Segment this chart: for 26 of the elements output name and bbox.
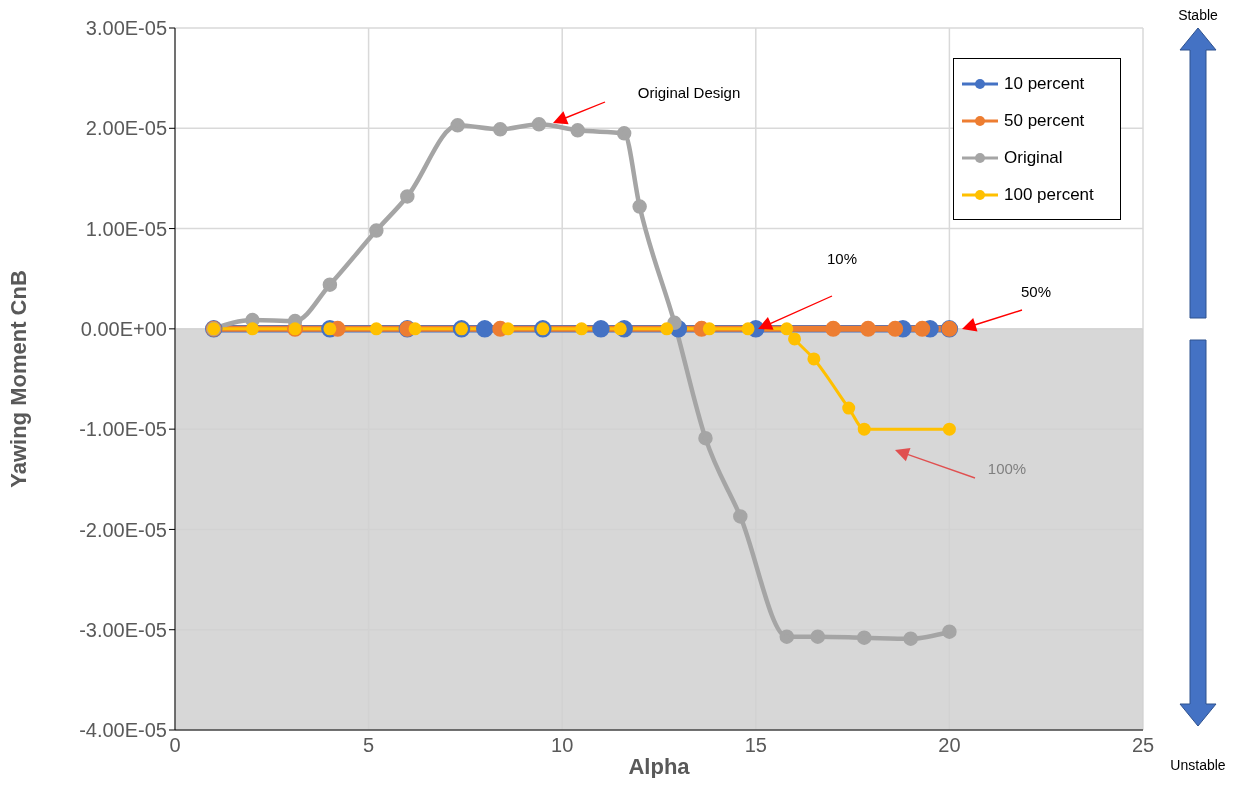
annotation: 100% [987, 459, 1027, 477]
x-tick-label: 20 [938, 734, 961, 757]
text: Stable [1178, 6, 1219, 23]
x-tick-label: 10 [551, 734, 574, 757]
y-tick-label: 1.00E-05 [85, 217, 167, 240]
y-tick-label: 3.00E-05 [85, 17, 167, 40]
legend-label: 50 percent [1004, 110, 1085, 131]
text: Unstable [1170, 756, 1226, 773]
annotation: Original Design [637, 83, 741, 101]
x-axis-title: Alpha [628, 754, 691, 779]
y-tick-label: 0.00E+00 [80, 317, 167, 340]
x-tick-label: 15 [744, 734, 767, 757]
legend-label: 100 percent [1004, 184, 1094, 205]
annotation: 50% [1020, 282, 1052, 300]
y-tick-label: -2.00E-05 [79, 518, 167, 541]
y-tick-label: -3.00E-05 [79, 618, 167, 641]
y-tick-label: -4.00E-05 [79, 719, 167, 742]
x-tick-label: 0 [169, 734, 181, 757]
annotation: 10% [826, 249, 858, 267]
x-tick-label: 25 [1131, 734, 1155, 757]
legend-label: Original [1004, 147, 1063, 168]
y-tick-label: -1.00E-05 [79, 418, 167, 441]
y-axis-title: Yawing Moment CnB [5, 270, 31, 488]
x-tick-label: 5 [363, 734, 375, 757]
legend-label: 10 percent [1004, 73, 1085, 94]
y-tick-label: 2.00E-05 [85, 117, 167, 140]
